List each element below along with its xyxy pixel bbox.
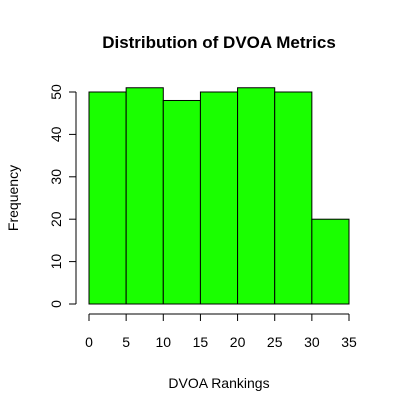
histogram-bar-5-10 <box>125 87 164 305</box>
histogram-bar-30-35 <box>311 218 350 305</box>
histogram-bar-20-25 <box>237 87 276 305</box>
x-tick-label: 5 <box>122 334 130 350</box>
x-tick-label: 20 <box>230 334 246 350</box>
x-tick-label: 15 <box>193 334 209 350</box>
y-tick-label: 20 <box>48 211 64 227</box>
y-axis: 0 10 20 30 40 50 <box>48 84 77 308</box>
histogram-bar-15-20 <box>199 91 239 305</box>
histogram-bar-0-5 <box>88 91 127 305</box>
x-axis: 0 5 10 15 20 25 30 35 <box>85 313 357 350</box>
y-axis-title: Frequency <box>5 165 21 231</box>
x-axis-title: DVOA Rankings <box>168 375 269 391</box>
y-tick-label: 30 <box>48 169 64 185</box>
y-tick-label: 40 <box>48 126 64 142</box>
x-tick-label: 25 <box>267 334 283 350</box>
histogram-bar-10-15 <box>162 99 201 305</box>
x-tick-label: 30 <box>304 334 320 350</box>
x-tick-label: 35 <box>341 334 357 350</box>
y-tick-label: 0 <box>48 300 64 308</box>
bars-group <box>88 87 350 305</box>
y-tick-label: 10 <box>48 254 64 270</box>
x-tick-label: 10 <box>155 334 171 350</box>
histogram-bar-25-30 <box>274 91 313 305</box>
x-tick-label: 0 <box>85 334 93 350</box>
y-tick-label: 50 <box>48 84 64 100</box>
chart-title: Distribution of DVOA Metrics <box>102 33 336 52</box>
